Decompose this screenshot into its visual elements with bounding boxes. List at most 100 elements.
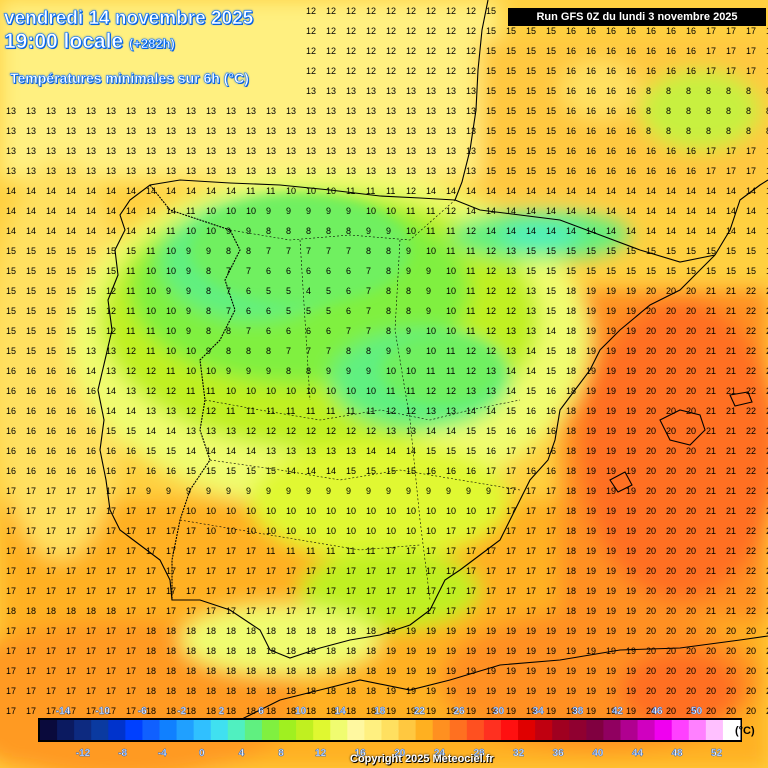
- grid-value: 13: [386, 106, 396, 116]
- grid-value: 20: [666, 606, 676, 616]
- grid-value: 17: [66, 566, 76, 576]
- grid-value: 13: [266, 446, 276, 456]
- grid-value: 13: [406, 126, 416, 136]
- grid-value: 20: [666, 366, 676, 376]
- grid-value: 22: [746, 286, 756, 296]
- grid-value: 17: [26, 626, 36, 636]
- grid-value: 16: [66, 466, 76, 476]
- grid-value: 19: [626, 646, 636, 656]
- grid-value: 10: [366, 206, 376, 216]
- grid-value: 19: [586, 606, 596, 616]
- grid-value: 14: [686, 226, 696, 236]
- grid-value: 14: [386, 446, 396, 456]
- grid-value: 10: [326, 186, 336, 196]
- grid-value: 21: [726, 426, 736, 436]
- legend-swatch: [159, 720, 178, 740]
- grid-value: 18: [346, 686, 356, 696]
- grid-value: 17: [726, 166, 736, 176]
- grid-value: 20: [686, 346, 696, 356]
- grid-value: 10: [366, 526, 376, 536]
- grid-value: 10: [426, 526, 436, 536]
- grid-value: 12: [446, 206, 456, 216]
- grid-value: 18: [266, 686, 276, 696]
- grid-value: 17: [746, 166, 756, 176]
- grid-value: 17: [246, 566, 256, 576]
- grid-value: 20: [686, 466, 696, 476]
- grid-value: 10: [226, 386, 236, 396]
- grid-value: 8: [766, 106, 768, 116]
- grid-value: 12: [486, 346, 496, 356]
- grid-value: 14: [746, 226, 756, 236]
- grid-value: 16: [6, 426, 16, 436]
- grid-value: 18: [166, 686, 176, 696]
- grid-value: 17: [426, 566, 436, 576]
- grid-value: 11: [446, 366, 455, 376]
- grid-value: 19: [406, 666, 416, 676]
- grid-value: 13: [46, 106, 56, 116]
- grid-value: 17: [486, 586, 496, 596]
- grid-value: 10: [266, 526, 276, 536]
- grid-value: 8: [746, 106, 751, 116]
- grid-value: 18: [266, 666, 276, 676]
- grid-value: 16: [626, 106, 636, 116]
- grid-value: 13: [226, 126, 236, 136]
- grid-value: 20: [646, 526, 656, 536]
- legend-swatch: [57, 720, 75, 740]
- grid-value: 16: [626, 166, 636, 176]
- grid-value: 18: [326, 686, 336, 696]
- grid-value: 16: [646, 46, 656, 56]
- grid-value: 16: [6, 366, 16, 376]
- grid-value: 8: [746, 126, 751, 136]
- grid-value: 14: [546, 226, 556, 236]
- grid-value: 19: [506, 706, 516, 716]
- grid-value: 21: [726, 306, 736, 316]
- grid-value: 19: [586, 586, 596, 596]
- grid-value: 18: [166, 646, 176, 656]
- grid-value: 16: [646, 26, 656, 36]
- pyrenees-border: [454, 199, 716, 263]
- grid-value: 17: [6, 706, 16, 716]
- grid-value: 16: [626, 86, 636, 96]
- grid-value: 13: [526, 286, 536, 296]
- grid-value: 5: [306, 306, 311, 316]
- grid-value: 10: [446, 266, 456, 276]
- grid-value: 18: [566, 426, 576, 436]
- grid-value: 17: [26, 486, 36, 496]
- grid-value: 18: [226, 646, 236, 656]
- grid-value: 18: [566, 486, 576, 496]
- grid-value: 19: [626, 566, 636, 576]
- grid-value: 15: [266, 466, 276, 476]
- grid-value: 17: [26, 506, 36, 516]
- grid-value: 18: [566, 366, 576, 376]
- grid-value: 17: [106, 586, 116, 596]
- grid-value: 6: [326, 266, 331, 276]
- grid-value: 13: [506, 346, 516, 356]
- grid-value: 17: [526, 526, 536, 536]
- grid-value: 14: [546, 186, 556, 196]
- grid-value: 14: [446, 186, 456, 196]
- grid-value: 17: [86, 666, 96, 676]
- grid-value: 16: [686, 166, 696, 176]
- grid-value: 15: [506, 126, 516, 136]
- grid-value: 11: [386, 386, 395, 396]
- legend-swatch: [244, 720, 263, 740]
- grid-value: 21: [726, 346, 736, 356]
- grid-value: 17: [26, 666, 36, 676]
- grid-value: 17: [366, 566, 376, 576]
- grid-value: 6: [266, 266, 271, 276]
- grid-value: 14: [586, 206, 596, 216]
- grid-value: 17: [346, 566, 356, 576]
- grid-value: 19: [446, 686, 456, 696]
- grid-value: 8: [686, 106, 691, 116]
- grid-value: 9: [186, 326, 191, 336]
- grid-value: 17: [706, 66, 716, 76]
- grid-value: 17: [766, 26, 768, 36]
- grid-value: 15: [566, 266, 576, 276]
- grid-value: 13: [246, 146, 256, 156]
- grid-value: 21: [726, 326, 736, 336]
- grid-value: 15: [506, 406, 516, 416]
- grid-value: 15: [526, 386, 536, 396]
- grid-value: 9: [186, 306, 191, 316]
- grid-value: 19: [606, 506, 616, 516]
- grid-value: 9: [226, 226, 231, 236]
